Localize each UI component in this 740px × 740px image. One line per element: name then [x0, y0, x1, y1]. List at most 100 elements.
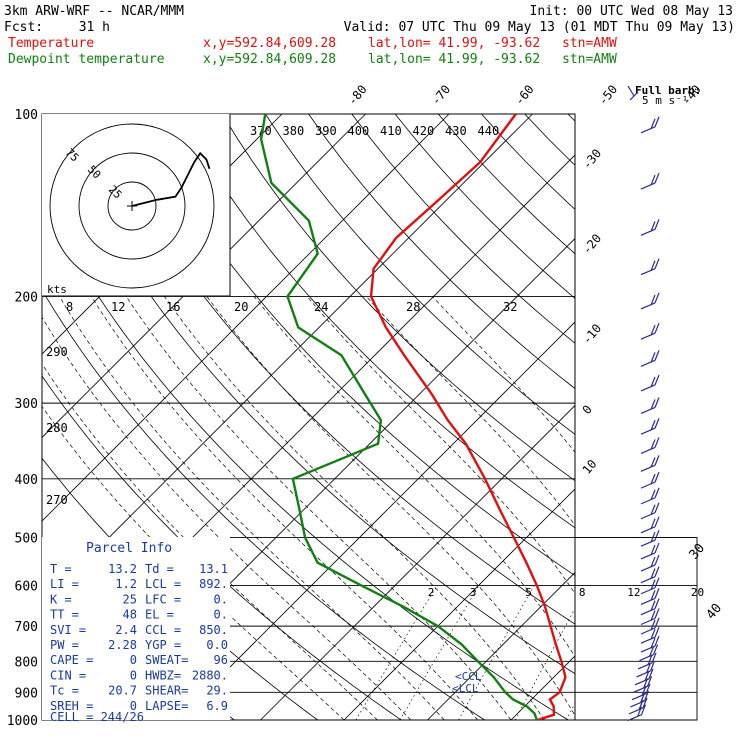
wind-barb [640, 417, 660, 435]
mixing-ratio-label: 20 [691, 586, 704, 599]
parcel-row-value: 96 [214, 653, 228, 667]
wind-barb [640, 608, 660, 626]
dry-adiabat [135, 114, 575, 577]
parcel-row-label: TT = [50, 608, 79, 622]
wind-barb [640, 116, 660, 134]
cell-motion: CELL = 244/26 [50, 710, 144, 724]
dry-adiabat [481, 114, 575, 210]
fcst-label: Fcst: [4, 20, 43, 35]
wind-barb [640, 577, 660, 595]
lower-extension [575, 537, 698, 721]
dry-adiabat [42, 289, 486, 720]
parcel-row-value: 29. [206, 684, 228, 698]
wind-barb [640, 350, 660, 367]
isotherm [42, 114, 533, 606]
parcel-row-value: 0.0 [206, 638, 228, 652]
dew-xy: x,y=592.84,609.28 [203, 52, 336, 67]
temp-tick-label: -70 [429, 82, 454, 108]
hodograph-axis-label: 12 [111, 300, 125, 314]
parcel-info-title: Parcel Info [86, 541, 172, 556]
lcl-marker: <LCL [452, 682, 479, 695]
parcel-row-label: SREH = [50, 699, 93, 713]
hodograph-ring [107, 181, 157, 231]
temperature-legend: Temperature [8, 36, 94, 51]
parcel-row-value: 2.4 [115, 623, 137, 637]
parcel-row-label: SHEAR= [145, 684, 188, 698]
dry-adiabat [221, 114, 575, 482]
wind-barb [640, 516, 660, 534]
isotherm [42, 114, 366, 439]
barb-title: Full barb: [635, 84, 701, 97]
moist-adiabat [253, 296, 575, 658]
dewpoint-legend: Dewpoint temperature [8, 52, 165, 67]
mixing-ratio-label: 8 [579, 586, 586, 599]
parcel-row-label: T = [50, 562, 72, 576]
temp-stn: stn=AMW [562, 36, 617, 51]
wind-barb [640, 258, 660, 276]
mixing-ratio-line [355, 585, 438, 720]
pressure-label: 1000 [7, 714, 38, 729]
parcel-row-value: 25 [123, 592, 137, 606]
wind-barb [640, 471, 660, 489]
hodograph-axis-label: 24 [314, 300, 328, 314]
parcel-row-label: Tc = [50, 684, 79, 698]
sounding-profiles [259, 114, 567, 720]
wind-barb [640, 172, 660, 190]
parcel-row-label: YGP = [145, 638, 181, 652]
parcel-row-value: 2880. [192, 668, 228, 682]
temp-tick-label: -60 [512, 82, 537, 108]
theta-side-label: 280 [46, 421, 68, 435]
barb-units: 5 m s⁻¹ [642, 94, 688, 107]
temp-tick-label: 10 [580, 457, 600, 477]
parcel-row-value: 0 [130, 699, 137, 713]
isotherm [176, 321, 575, 720]
wind-barb [640, 626, 660, 644]
dry-adiabat [308, 114, 575, 390]
hodograph-ring [49, 123, 215, 289]
theta-label: 420 [413, 124, 435, 138]
theta-label: 430 [445, 124, 467, 138]
wind-barb [640, 542, 660, 560]
hodograph-axis-label: 16 [166, 300, 180, 314]
isotherm [678, 114, 740, 720]
fcst-value: 31 h [79, 20, 110, 35]
pressure-label: 100 [15, 108, 38, 123]
hodograph-axis-label: 32 [503, 300, 517, 314]
isotherm [260, 404, 575, 720]
wind-barb [640, 566, 660, 584]
isotherm [42, 114, 450, 522]
dry-adiabat [611, 114, 740, 733]
dry-adiabat [178, 114, 575, 529]
wind-barb [627, 704, 647, 722]
parcel-row-value: 0 [130, 668, 137, 682]
parcel-row-label: CIN = [50, 668, 86, 682]
mixing-ratio-line [458, 585, 535, 720]
parcel-row-label: CCL = [145, 623, 181, 637]
parcel-row-label: Td = [145, 562, 174, 576]
theta-label: 410 [380, 124, 402, 138]
wind-barb [640, 455, 660, 472]
pressure-label: 300 [15, 397, 38, 412]
pressure-label: 900 [15, 686, 38, 701]
parcel-row-value: 20.7 [108, 684, 137, 698]
parcel-row-label: LFC = [145, 592, 181, 606]
barb-legend [627, 85, 639, 101]
wind-barbs [627, 85, 660, 722]
pressure-label: 700 [15, 620, 38, 635]
parcel-row-value: 2.28 [108, 638, 137, 652]
wind-barb [640, 487, 660, 505]
parcel-row-value: 13.1 [199, 562, 228, 576]
ccl-marker: <CCL [455, 670, 482, 683]
parcel-row-value: 0. [214, 592, 228, 606]
dry-adiabat [48, 114, 575, 675]
mixing-ratio-label: 5 [525, 586, 532, 599]
wind-barb [640, 397, 660, 415]
init-time: Init: 00 UTC Wed 08 May 13 [530, 4, 734, 19]
isotherm [343, 488, 575, 720]
moist-adiabat [91, 296, 478, 720]
wind-barb [640, 554, 660, 572]
wind-barb [640, 588, 660, 605]
hodograph-axis-label: 20 [234, 300, 248, 314]
